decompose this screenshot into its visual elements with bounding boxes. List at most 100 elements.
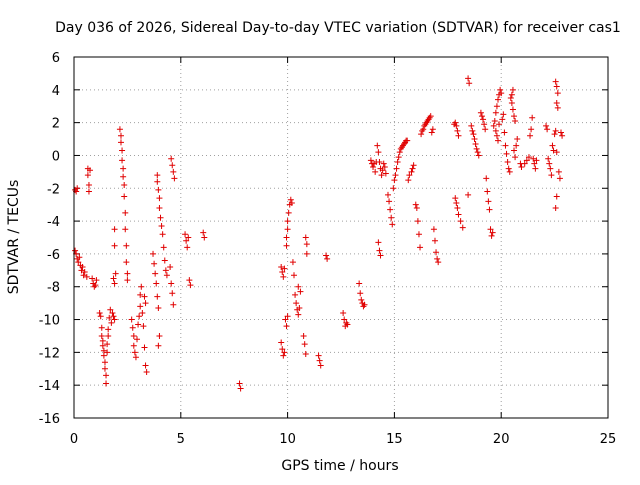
data-point: [431, 237, 438, 244]
data-point: [111, 280, 118, 287]
data-point: [513, 142, 520, 149]
data-point: [405, 177, 412, 184]
data-point: [293, 300, 300, 307]
y-tick-label: 2: [52, 117, 60, 132]
x-tick-label: 0: [70, 432, 78, 447]
data-point: [508, 91, 515, 98]
data-point: [74, 185, 81, 192]
data-point: [531, 160, 538, 167]
data-point: [170, 168, 177, 175]
data-point: [284, 226, 291, 233]
data-point: [101, 359, 108, 366]
data-point: [168, 280, 175, 287]
data-point: [367, 157, 374, 164]
data-point: [110, 313, 117, 320]
data-point: [129, 324, 136, 331]
data-point: [132, 354, 139, 361]
data-point: [434, 255, 441, 262]
data-point: [472, 140, 479, 147]
data-point: [380, 160, 387, 167]
data-point: [81, 268, 88, 275]
data-point: [121, 193, 128, 200]
data-point: [550, 147, 557, 154]
data-point: [341, 316, 348, 323]
data-point: [502, 142, 509, 149]
data-point: [117, 132, 124, 139]
data-point: [554, 90, 561, 97]
data-point: [283, 242, 290, 249]
x-tick-label: 5: [177, 432, 185, 447]
data-points: [72, 75, 566, 392]
data-point: [236, 380, 243, 387]
data-point: [509, 106, 516, 113]
data-point: [506, 168, 513, 175]
data-point: [553, 83, 560, 90]
y-tick-label: 6: [52, 51, 60, 66]
data-point: [167, 264, 174, 271]
data-point: [533, 157, 540, 164]
data-point: [104, 341, 111, 348]
data-point: [393, 165, 400, 172]
data-point: [316, 357, 323, 364]
x-tick-label: 20: [493, 432, 510, 447]
data-point: [504, 159, 511, 166]
data-point: [123, 242, 130, 249]
data-point: [153, 280, 160, 287]
data-point: [283, 323, 290, 330]
y-tick-label: -2: [47, 182, 60, 197]
data-point: [375, 239, 382, 246]
data-point: [93, 277, 100, 284]
data-point: [429, 126, 436, 133]
data-point: [201, 234, 208, 241]
data-point: [161, 257, 168, 264]
data-point: [389, 221, 396, 228]
data-point: [135, 321, 142, 328]
data-point: [111, 242, 118, 249]
data-point: [551, 131, 558, 138]
data-point: [288, 200, 295, 207]
data-point: [106, 314, 113, 321]
data-point: [493, 132, 500, 139]
data-point: [372, 168, 379, 175]
data-point: [150, 250, 157, 257]
data-point: [279, 268, 286, 275]
data-point: [187, 282, 194, 289]
data-point: [553, 99, 560, 106]
data-point: [370, 163, 377, 170]
data-point: [505, 165, 512, 172]
data-point: [315, 352, 322, 359]
y-tick-label: -10: [39, 314, 60, 329]
data-point: [99, 342, 106, 349]
data-point: [500, 111, 507, 118]
data-point: [378, 172, 385, 179]
data-point: [509, 86, 516, 93]
data-point: [492, 127, 499, 134]
data-point: [155, 342, 162, 349]
data-point: [556, 175, 563, 182]
data-point: [169, 290, 176, 297]
data-point: [514, 136, 521, 143]
data-point: [124, 277, 131, 284]
data-point: [324, 255, 331, 262]
data-point: [391, 177, 398, 184]
data-point: [291, 272, 298, 279]
data-point: [344, 321, 351, 328]
data-point: [279, 346, 286, 353]
data-point: [163, 272, 170, 279]
data-point: [137, 291, 144, 298]
axis-ticks: 0 5 10 15 20 25 -16 -14 -12 -10 -8 -6 -4 -2 0 2 4 6: [39, 51, 617, 447]
data-point: [496, 121, 503, 128]
data-point: [136, 313, 143, 320]
data-point: [284, 218, 291, 225]
data-point: [105, 326, 112, 333]
data-point: [489, 229, 496, 236]
data-point: [323, 252, 330, 259]
data-point: [317, 362, 324, 369]
data-point: [455, 211, 462, 218]
data-point: [404, 137, 411, 144]
data-point: [381, 163, 388, 170]
data-point: [140, 323, 147, 330]
data-point: [142, 300, 149, 307]
